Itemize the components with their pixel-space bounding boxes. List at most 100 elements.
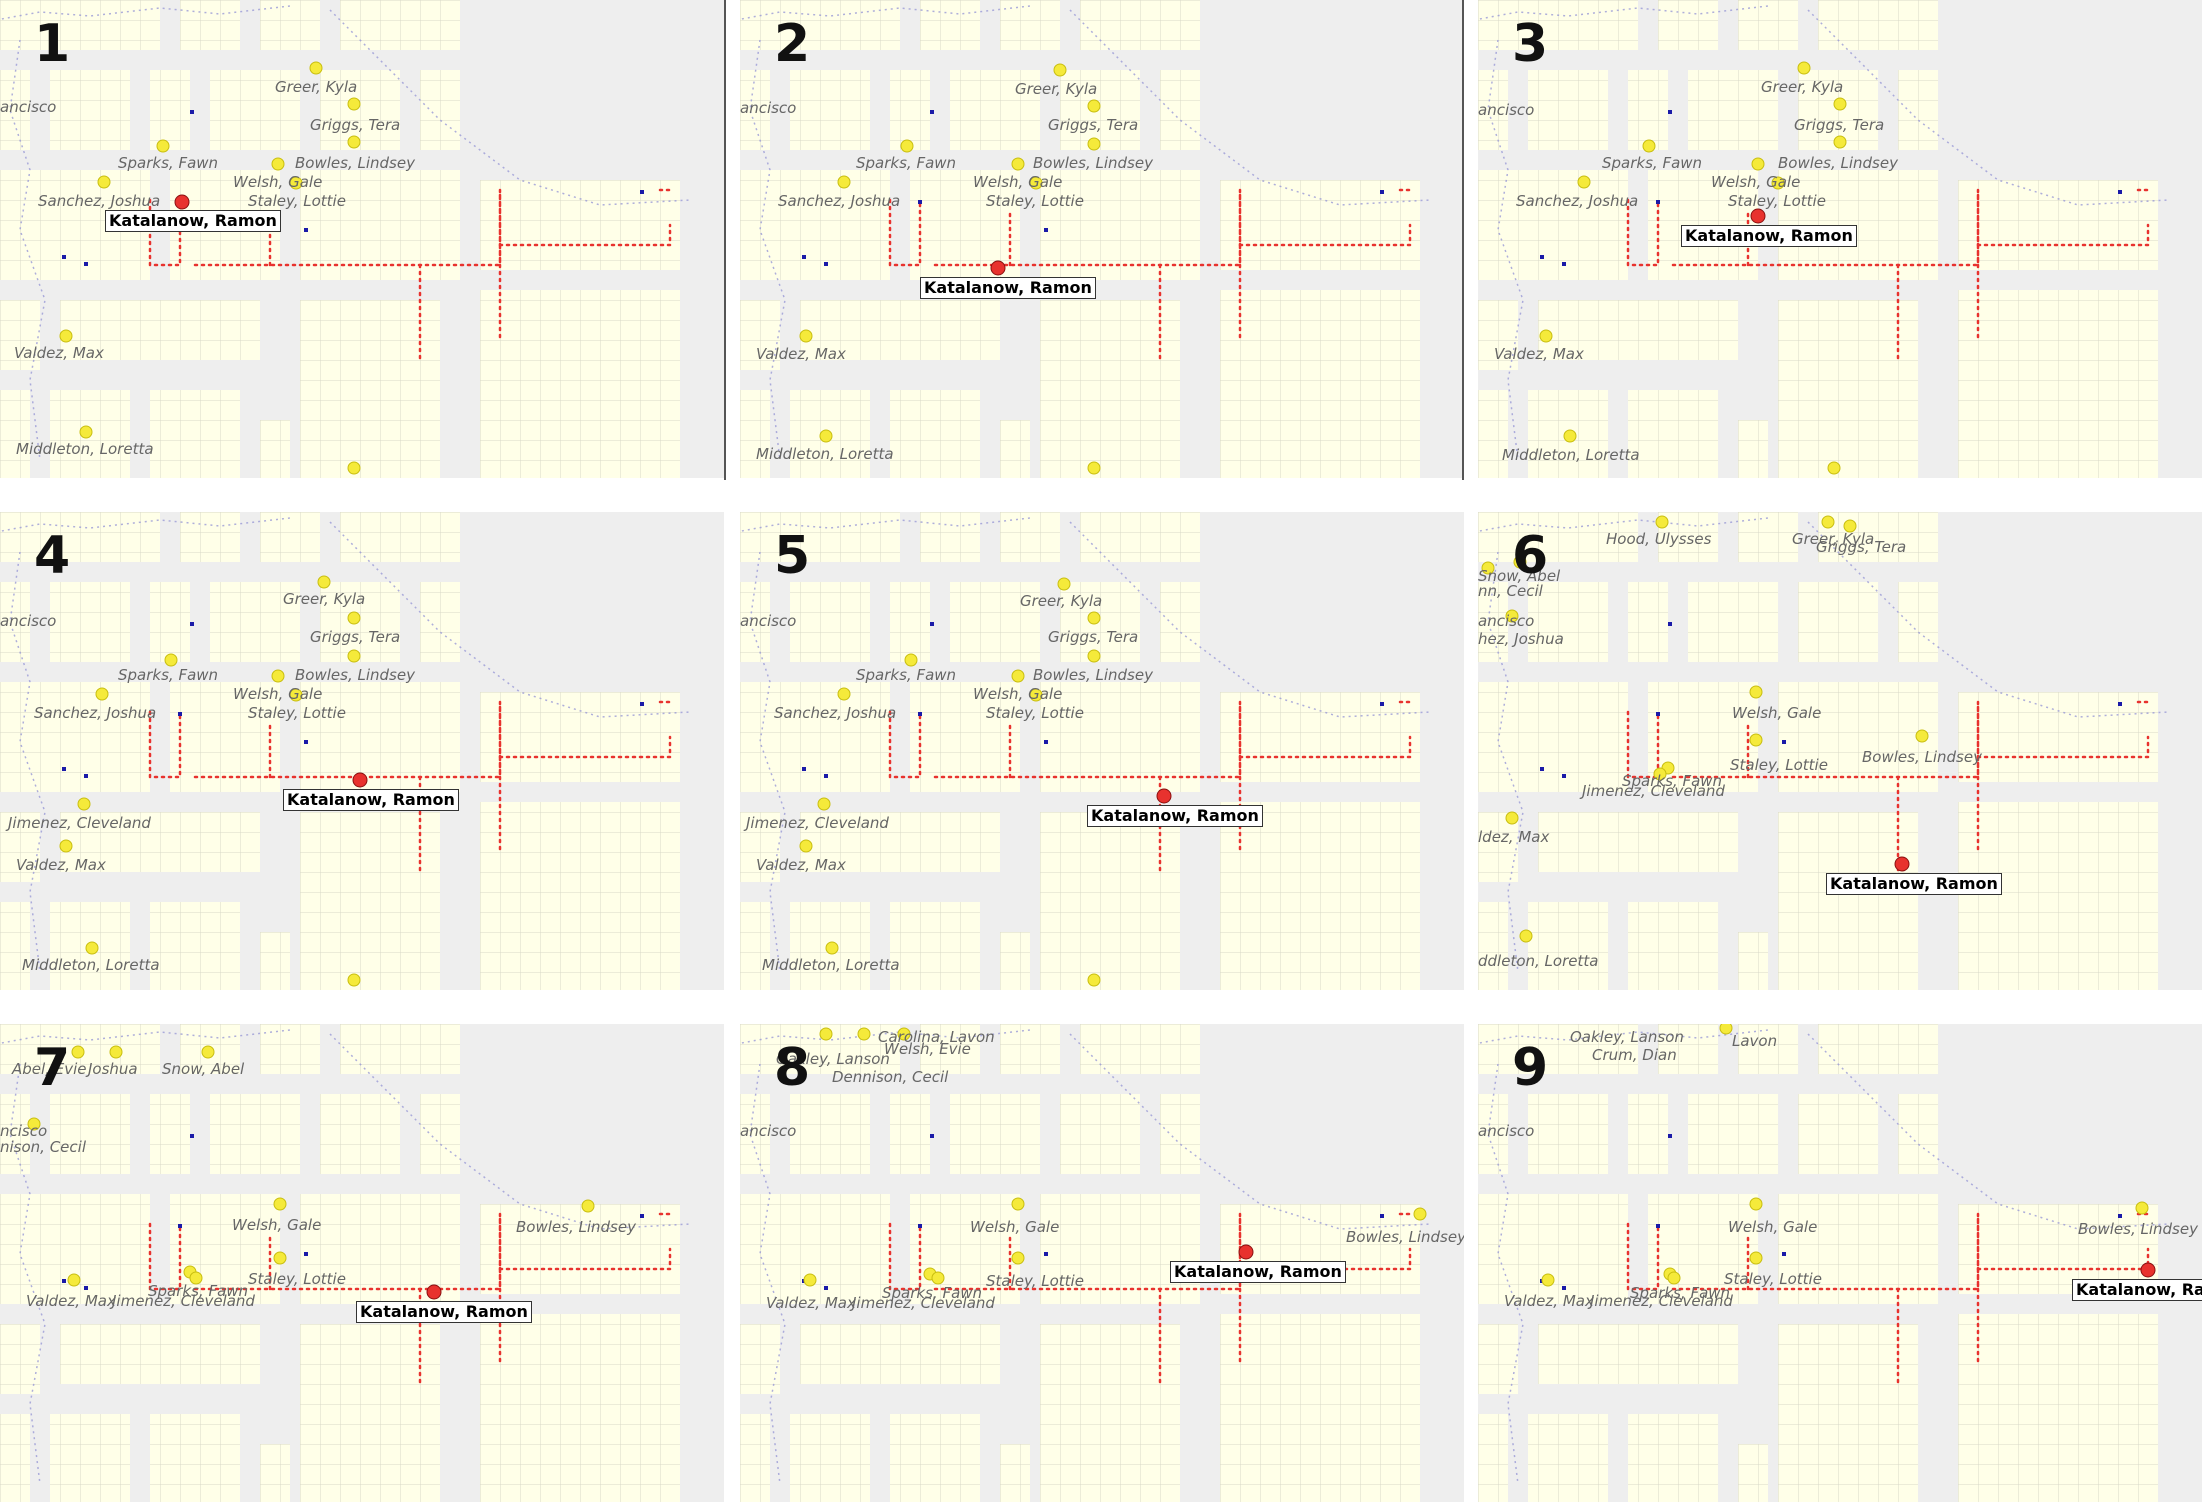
person-dot[interactable] (67, 1273, 81, 1287)
person-dot[interactable] (1653, 767, 1667, 781)
person-dot[interactable] (1655, 515, 1669, 529)
person-dot[interactable] (1915, 729, 1929, 743)
route-path (933, 702, 1242, 854)
person-dot[interactable] (581, 1199, 595, 1213)
person-dot[interactable] (904, 653, 918, 667)
focus-person-dot[interactable] (352, 772, 368, 788)
person-dot[interactable] (1011, 1251, 1025, 1265)
person-dot[interactable] (271, 669, 285, 683)
person-dot[interactable] (1642, 139, 1656, 153)
person-dot[interactable] (1563, 429, 1577, 443)
person-dot[interactable] (347, 135, 361, 149)
person-dot[interactable] (1087, 649, 1101, 663)
person-dot[interactable] (1749, 685, 1763, 699)
person-dot[interactable] (1087, 973, 1101, 987)
person-dot[interactable] (1505, 811, 1519, 825)
focus-person-dot[interactable] (174, 194, 190, 210)
focus-person-dot[interactable] (1750, 208, 1766, 224)
movement-trail (329, 521, 691, 718)
person-dot[interactable] (1029, 688, 1043, 702)
person-dot[interactable] (317, 575, 331, 589)
person-dot[interactable] (1821, 515, 1835, 529)
person-dot[interactable] (1011, 669, 1025, 683)
person-dot[interactable] (27, 1117, 41, 1131)
person-dot[interactable] (347, 461, 361, 475)
person-dot[interactable] (59, 329, 73, 343)
person-dot[interactable] (2135, 1201, 2149, 1215)
person-dot[interactable] (1749, 1251, 1763, 1265)
person-dot[interactable] (1057, 577, 1071, 591)
person-dot[interactable] (1797, 61, 1811, 75)
person-dot[interactable] (156, 139, 170, 153)
person-dot[interactable] (1011, 157, 1025, 171)
person-dot[interactable] (95, 687, 109, 701)
person-dot[interactable] (837, 175, 851, 189)
person-dot[interactable] (1577, 175, 1591, 189)
person-dot[interactable] (1541, 1273, 1555, 1287)
person-dot[interactable] (1833, 97, 1847, 111)
person-dot[interactable] (1827, 461, 1841, 475)
focus-person-dot[interactable] (2140, 1262, 2156, 1278)
person-dot[interactable] (819, 1027, 833, 1041)
focus-person-dot[interactable] (1238, 1244, 1254, 1260)
person-dot[interactable] (271, 157, 285, 171)
person-dot[interactable] (164, 653, 178, 667)
person-dot[interactable] (1481, 561, 1495, 575)
person-dot[interactable] (201, 1045, 215, 1059)
person-dot[interactable] (59, 839, 73, 853)
person-dot[interactable] (1751, 157, 1765, 171)
person-dot[interactable] (799, 839, 813, 853)
person-dot[interactable] (97, 175, 111, 189)
person-dot[interactable] (1011, 1197, 1025, 1211)
person-dot[interactable] (1087, 137, 1101, 151)
focus-person-dot[interactable] (426, 1284, 442, 1300)
person-dot[interactable] (1053, 63, 1067, 77)
person-dot[interactable] (825, 941, 839, 955)
person-dot[interactable] (79, 425, 93, 439)
person-dot[interactable] (819, 429, 833, 443)
person-dot[interactable] (347, 649, 361, 663)
person-dot[interactable] (1667, 1271, 1681, 1285)
location-marker (640, 1214, 644, 1218)
person-dot[interactable] (1087, 99, 1101, 113)
person-dot[interactable] (273, 1197, 287, 1211)
person-dot[interactable] (897, 1027, 911, 1041)
person-dot[interactable] (1539, 329, 1553, 343)
person-dot[interactable] (71, 1045, 85, 1059)
person-dot[interactable] (799, 329, 813, 343)
person-dot[interactable] (109, 1045, 123, 1059)
person-dot[interactable] (309, 61, 323, 75)
focus-person-dot[interactable] (1156, 788, 1172, 804)
person-dot[interactable] (347, 973, 361, 987)
person-dot[interactable] (1505, 609, 1519, 623)
person-dot[interactable] (1719, 1024, 1733, 1035)
city-block (260, 420, 290, 478)
person-dot[interactable] (1029, 176, 1043, 190)
person-dot[interactable] (1519, 929, 1533, 943)
person-dot[interactable] (857, 1027, 871, 1041)
person-dot[interactable] (77, 797, 91, 811)
person-dot[interactable] (289, 176, 303, 190)
person-dot[interactable] (289, 688, 303, 702)
person-dot[interactable] (803, 1273, 817, 1287)
focus-person-dot[interactable] (990, 260, 1006, 276)
person-dot[interactable] (189, 1271, 203, 1285)
person-dot[interactable] (347, 611, 361, 625)
person-dot[interactable] (1413, 1207, 1427, 1221)
person-dot[interactable] (837, 687, 851, 701)
person-dot[interactable] (1087, 461, 1101, 475)
person-dot[interactable] (817, 797, 831, 811)
person-dot[interactable] (1749, 733, 1763, 747)
person-dot[interactable] (273, 1251, 287, 1265)
person-dot[interactable] (1749, 1197, 1763, 1211)
person-dot[interactable] (1843, 519, 1857, 533)
person-dot[interactable] (347, 97, 361, 111)
person-dot[interactable] (85, 941, 99, 955)
focus-person-dot[interactable] (1894, 856, 1910, 872)
person-dot[interactable] (931, 1271, 945, 1285)
person-dot[interactable] (1771, 176, 1785, 190)
person-dot[interactable] (1513, 555, 1527, 569)
person-dot[interactable] (900, 139, 914, 153)
person-dot[interactable] (1087, 611, 1101, 625)
person-dot[interactable] (1833, 135, 1847, 149)
